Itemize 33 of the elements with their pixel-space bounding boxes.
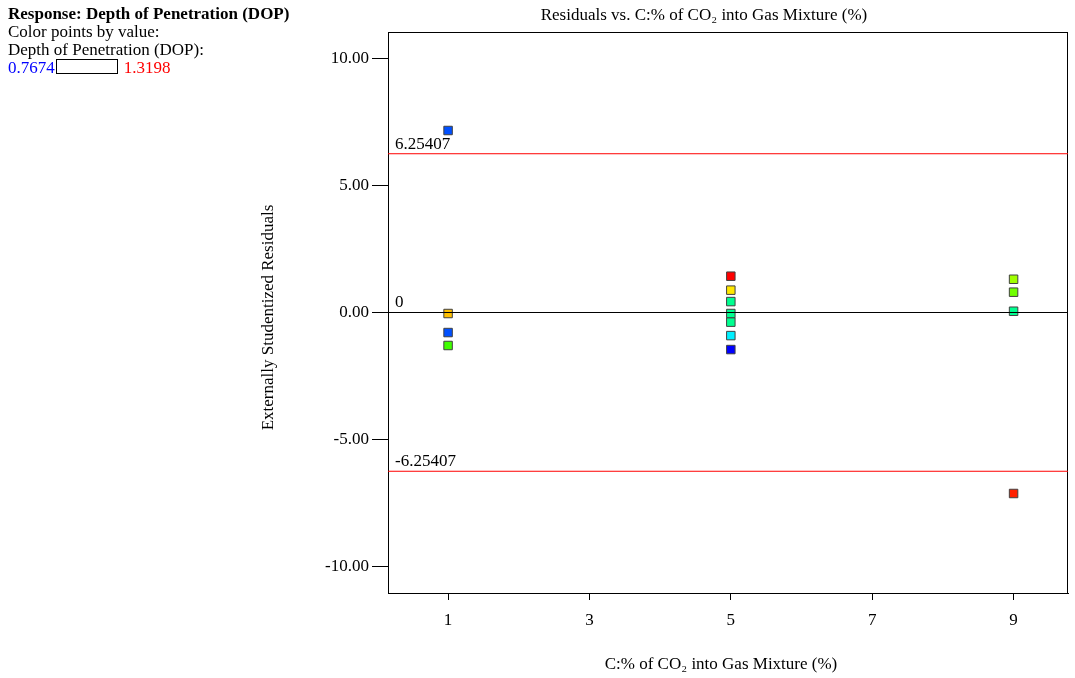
point [1008, 287, 1019, 297]
x-tick-label: 7 [867, 609, 877, 629]
text: Depth of Penetration (DOP): [8, 40, 204, 59]
y-tick-label: 5.00 [339, 175, 369, 195]
point [1008, 488, 1019, 499]
point [726, 271, 736, 281]
x-tick-label: 1 [443, 609, 453, 629]
x-tick-label: 9 [1009, 609, 1018, 629]
ref-line-label: 6.25407 [395, 133, 451, 153]
point [1008, 274, 1019, 284]
point [726, 344, 736, 355]
y-tick-label: -10.00 [325, 555, 369, 575]
x-tick-label: 3 [585, 609, 594, 629]
point [726, 330, 736, 341]
y-tick-label: 10.00 [330, 48, 369, 68]
text: 1.3198 [123, 58, 171, 77]
text: Color points by value: [8, 22, 160, 41]
y-axis-title: Externally Studentized Residuals [258, 204, 277, 431]
ref-line-label: 0 [395, 292, 404, 312]
x-axis-title: C:% of CO₂ into Gas Mixture (%) [604, 654, 838, 673]
point [726, 317, 736, 327]
point [443, 340, 453, 351]
ref-line-label: -6.25407 [395, 451, 457, 471]
x-tick-label: 5 [726, 609, 736, 629]
point [726, 296, 736, 307]
y-tick-label: 0.00 [339, 301, 369, 321]
point [443, 125, 453, 136]
point [726, 285, 736, 295]
point [443, 327, 453, 338]
chart-title: Residuals vs. C:% of CO₂ into Gas Mixture (%) [540, 5, 868, 24]
text: 0.7674 [8, 58, 56, 77]
text: Response: Depth of Penetration (DOP) [8, 4, 290, 23]
y-tick-label: -5.00 [333, 428, 369, 448]
